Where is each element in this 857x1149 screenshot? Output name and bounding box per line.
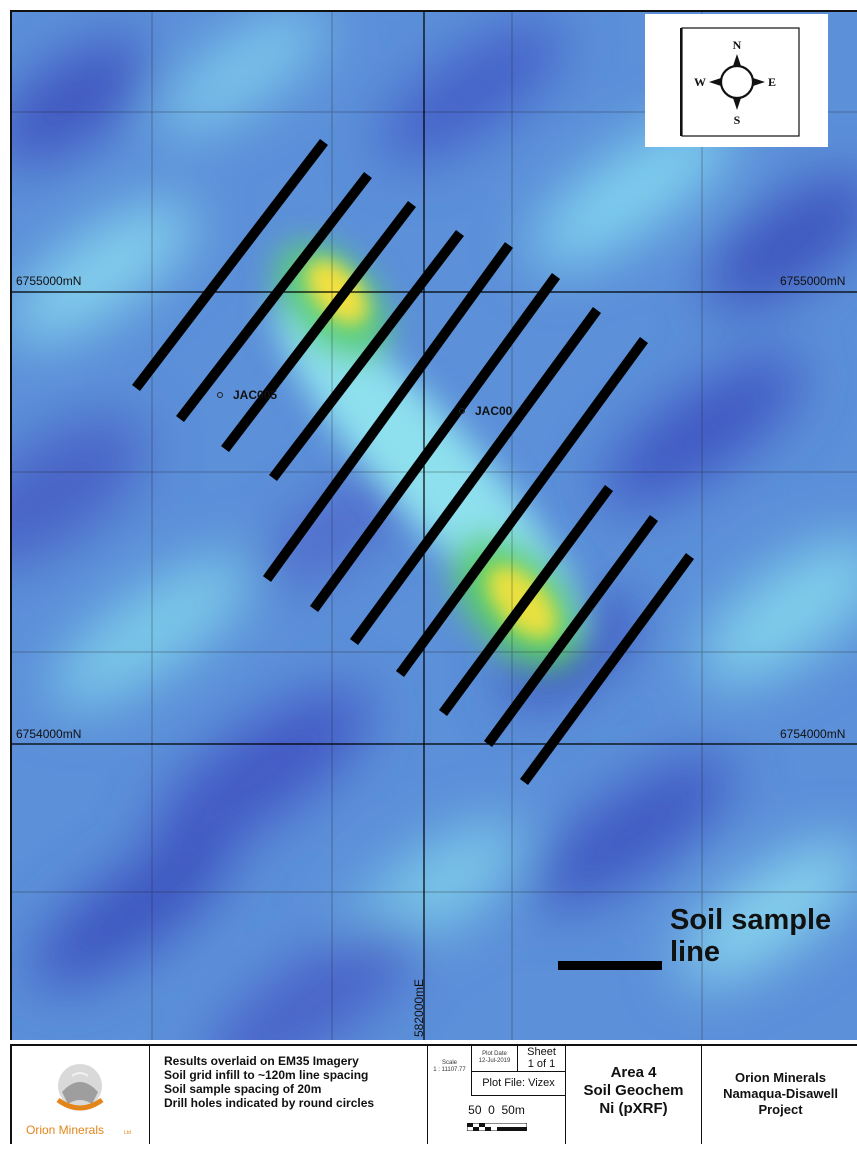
scale-bar-text: 50 0 50m: [468, 1103, 525, 1117]
title-block: Orion Minerals Ltd Results overlaid on E…: [10, 1044, 857, 1144]
soil-line-6: [309, 273, 561, 612]
soil-line-3: [221, 200, 416, 453]
notes-cell: Results overlaid on EM35 Imagery Soil gr…: [150, 1046, 428, 1144]
note-line-3: Soil sample spacing of 20m: [164, 1082, 322, 1096]
northing-label-upper-left: 6755000mN: [16, 274, 82, 288]
major-grid: [12, 12, 857, 1040]
soil-line-11: [519, 553, 695, 785]
scale-bar-icon: [466, 1122, 527, 1132]
compass-icon: N S W E: [680, 27, 800, 137]
sheet-value: 1 of 1: [527, 1058, 556, 1070]
em35-imagery-map: [12, 12, 857, 1040]
plot-date-label: Plot Date: [482, 1051, 507, 1057]
plot-date-box: Plot Date 12-Jul-2019: [472, 1046, 518, 1072]
scale-label: Scale: [441, 1060, 457, 1066]
area-cell: Area 4 Soil Geochem Ni (pXRF): [566, 1046, 702, 1144]
soil-line-10: [483, 515, 659, 747]
compass-south: S: [734, 113, 741, 127]
compass-rose-panel: N S W E: [645, 14, 828, 147]
soil-line-4: [269, 229, 464, 482]
note-line-4: Drill holes indicated by round circles: [164, 1096, 375, 1110]
compass-west: W: [694, 75, 706, 89]
compass-east: E: [768, 75, 776, 89]
legend-label: Soil sample line: [670, 904, 832, 968]
soil-line-9: [438, 485, 614, 716]
sheet-box: Sheet 1 of 1: [518, 1046, 565, 1072]
soil-line-7: [349, 307, 602, 645]
area-title: Area 4: [610, 1064, 657, 1081]
sheet-label: Sheet: [527, 1046, 556, 1058]
easting-label: 582000mE: [412, 978, 426, 1037]
map-frame: 6755000mN 6755000mN 6754000mN 6754000mN …: [10, 10, 857, 1040]
northing-label-upper-right: 6755000mN: [780, 274, 846, 288]
compass-north: N: [733, 38, 742, 52]
project-name-line1: Namaqua-Disawell: [723, 1086, 838, 1101]
logo-cell: Orion Minerals Ltd: [12, 1046, 150, 1144]
soil-line-2: [176, 171, 372, 423]
scale-value: 1 : 11107.77: [433, 1067, 466, 1073]
legend-line-swatch: [558, 961, 662, 970]
subject-title: Soil Geochem: [583, 1082, 684, 1099]
logo-text: Orion Minerals: [26, 1123, 104, 1137]
note-line-2: Soil grid infill to ~120m line spacing: [164, 1068, 369, 1082]
logo-suffix: Ltd: [124, 1130, 131, 1136]
drill-hole-marker-jac005: [217, 392, 223, 398]
orion-minerals-logo: Orion Minerals Ltd: [26, 1064, 131, 1137]
element-title: Ni (pXRF): [599, 1100, 668, 1117]
imagery-texture: [12, 12, 857, 1040]
scale-box: Scale 1 : 11107.77: [428, 1046, 472, 1096]
drill-hole-label-jac005: JAC005: [233, 388, 278, 402]
northing-label-lower-left: 6754000mN: [16, 727, 82, 741]
minor-grid: [12, 12, 857, 1040]
plot-file: Plot File: Vizex: [472, 1072, 565, 1096]
company-name: Orion Minerals: [734, 1070, 827, 1085]
plot-info-cell: Scale 1 : 11107.77 Plot Date 12-Jul-2019…: [428, 1046, 566, 1144]
company-cell: Orion Minerals Namaqua-Disawell Project: [702, 1046, 857, 1144]
scale-bar-box: 50 0 50m: [428, 1096, 565, 1144]
soil-line-1: [132, 138, 328, 392]
soil-sample-lines: [132, 138, 695, 785]
soil-line-8: [395, 337, 649, 677]
project-name-line2: Project: [758, 1102, 803, 1117]
plot-date-value: 12-Jul-2019: [478, 1058, 511, 1064]
soil-line-5: [262, 242, 514, 582]
note-line-1: Results overlaid on EM35 Imagery: [164, 1054, 359, 1068]
northing-label-lower-right: 6754000mN: [780, 727, 846, 741]
drill-hole-marker-jac00: [459, 408, 465, 414]
drill-hole-label-jac00: JAC00: [475, 404, 513, 418]
